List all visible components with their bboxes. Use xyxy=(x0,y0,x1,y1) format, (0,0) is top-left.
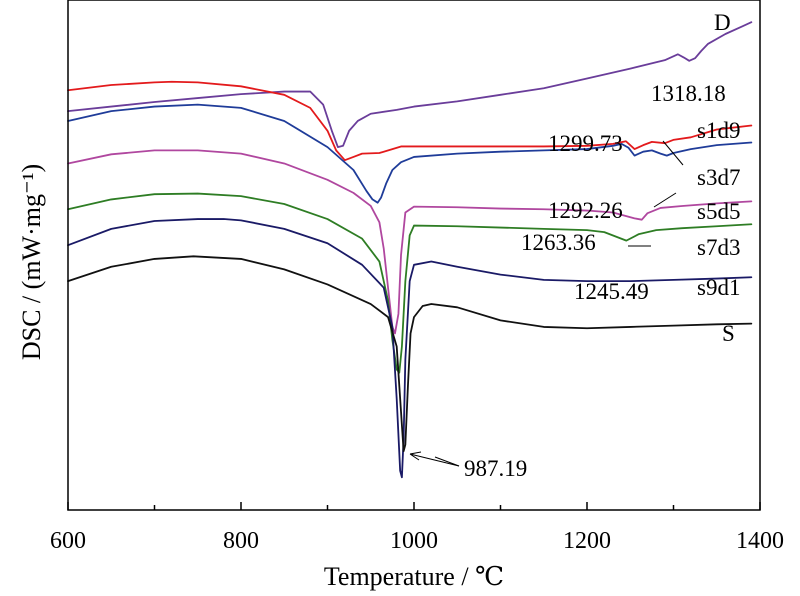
plot-frame xyxy=(67,0,761,511)
series-label-s1d9: s1d9 xyxy=(697,118,740,143)
annotation-leader-line xyxy=(653,192,677,208)
series-label-s: S xyxy=(722,321,735,346)
x-tick-label: 1000 xyxy=(390,528,438,554)
plot-lines xyxy=(67,21,753,479)
annotation-leader-line xyxy=(662,140,684,166)
x-ticks xyxy=(67,502,761,510)
series-label-s7d3: s7d3 xyxy=(697,235,740,260)
series-label-s3d7: s3d7 xyxy=(697,165,740,190)
series-line-s1d9 xyxy=(67,80,753,162)
peak-annotation-1292-26: 1292.26 xyxy=(548,198,623,223)
peak-annotation-1245-49: 1245.49 xyxy=(574,279,649,304)
x-tick-label: 600 xyxy=(50,528,86,554)
x-tick-label: 1200 xyxy=(563,528,611,554)
peak-annotation-1318-18: 1318.18 xyxy=(651,81,726,106)
series-line-s3d7 xyxy=(67,103,753,204)
series-line-s7d3 xyxy=(67,192,753,374)
y-axis-title: DSC / (mW·mg⁻¹) xyxy=(17,164,46,360)
x-tick-label: 800 xyxy=(223,528,259,554)
series-line-s5d5 xyxy=(67,149,753,335)
x-tick-label: 1400 xyxy=(736,528,784,554)
series-label-s5d5: s5d5 xyxy=(697,199,740,224)
peak-annotation-987-19: 987.19 xyxy=(464,456,527,481)
x-axis-title: Temperature / ℃ xyxy=(324,562,504,591)
peak-annotation-1263-36: 1263.36 xyxy=(521,230,596,255)
series-line-d xyxy=(67,21,753,149)
series-line-s xyxy=(67,255,753,453)
series-label-s9d1: s9d1 xyxy=(697,275,740,300)
annotation-leader-line xyxy=(434,456,460,467)
peak-annotation-1299-73: 1299.73 xyxy=(548,131,623,156)
peak-arrow xyxy=(409,451,460,467)
annotation-leaders xyxy=(409,140,684,467)
series-label-d: D xyxy=(714,10,731,35)
series-line-s9d1 xyxy=(67,218,753,479)
